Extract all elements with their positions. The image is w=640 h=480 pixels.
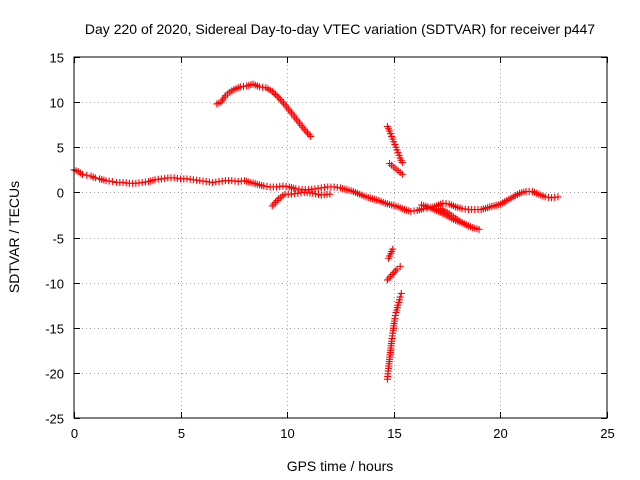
data-point-arc-8h: [302, 127, 310, 135]
data-point-main-trace: [91, 174, 99, 182]
x-tick-label: 10: [280, 426, 294, 441]
axis-ticks: [74, 57, 608, 419]
data-point-arc-8h: [271, 90, 279, 98]
data-point-arc-8h: [307, 132, 315, 140]
y-tick-label: -15: [45, 322, 64, 337]
data-point-main-trace: [108, 178, 116, 186]
data-point-arc-8h: [305, 131, 313, 139]
data-point-arc-8h: [273, 92, 281, 100]
x-tick-label: 20: [493, 426, 507, 441]
data-point-main-trace: [79, 170, 87, 178]
data-points: [70, 80, 562, 383]
x-tick-label: 5: [178, 426, 185, 441]
chart-title: Day 220 of 2020, Sidereal Day-to-day VTE…: [85, 21, 595, 37]
x-tick-label: 0: [71, 426, 78, 441]
data-point-short-15h: [398, 170, 406, 178]
data-point-neg-9-15h: [390, 269, 398, 277]
data-point-neg-9-15h: [396, 262, 404, 270]
data-point-dip-18h: [475, 225, 483, 233]
grid: [74, 57, 607, 418]
data-point-lower-branch-10h: [270, 200, 278, 208]
y-tick-label: 10: [50, 96, 64, 111]
data-point-main-trace: [554, 193, 562, 201]
y-tick-label: -25: [45, 412, 64, 427]
y-tick-label: 0: [57, 186, 64, 201]
plot-frame: [73, 56, 608, 419]
y-axis-label: SDTVAR / TECUs: [6, 181, 22, 293]
data-point-arc-8h: [275, 94, 283, 102]
data-point-neg-9-15h: [388, 271, 396, 279]
data-point-neg-6-15h: [389, 245, 397, 253]
y-tick-label: -10: [45, 277, 64, 292]
data-point-neg-9-15h: [387, 272, 395, 280]
y-tick-labels: 15 10 5 0 -5 -10 -15 -20 -25: [45, 51, 64, 427]
data-point-neg-9-15h: [385, 274, 393, 282]
data-point-arc-8h: [303, 129, 311, 137]
data-point-arc-8h: [279, 99, 287, 107]
data-point-lower-branch-10h: [326, 190, 334, 198]
data-point-arc-8h: [278, 97, 286, 105]
data-point-neg-9-15h: [383, 276, 391, 284]
y-tick-label: -20: [45, 367, 64, 382]
data-point-arc-8h: [276, 95, 284, 103]
data-point-dip-17h: [462, 221, 470, 229]
x-tick-label: 25: [600, 426, 614, 441]
data-point-arc-8h: [268, 87, 276, 95]
x-tick-labels: 0 5 10 15 20 25: [71, 426, 615, 441]
data-point-plunge-15h: [397, 289, 405, 297]
data-point-drop-15h: [398, 159, 406, 167]
data-point-lower-branch-10h: [268, 202, 276, 210]
data-point-neg-9-15h: [391, 267, 399, 275]
x-axis-label: GPS time / hours: [287, 458, 394, 474]
data-point-plunge-15h: [396, 293, 404, 301]
x-tick-label: 15: [387, 426, 401, 441]
data-point-lower-branch-10h: [271, 198, 279, 206]
data-point-arc-8h: [270, 89, 278, 97]
y-tick-label: 15: [50, 51, 64, 66]
y-tick-label: -5: [52, 232, 64, 247]
y-tick-label: 5: [57, 141, 64, 156]
data-point-main-trace: [83, 171, 91, 179]
data-point-lower-branch-10h: [273, 196, 281, 204]
